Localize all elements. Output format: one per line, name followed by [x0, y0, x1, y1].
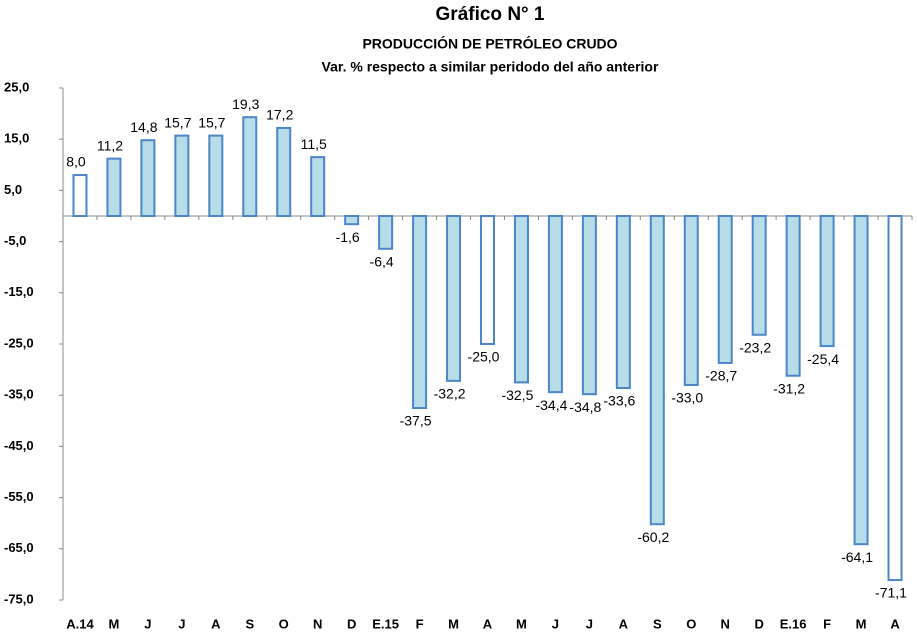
- x-tick-label: D: [347, 616, 356, 631]
- data-label: 11,5: [301, 136, 327, 152]
- x-tick-label: F: [416, 616, 424, 631]
- data-label: 19,3: [232, 96, 259, 112]
- y-tick-label: -45,0: [4, 438, 34, 453]
- data-label: 8,0: [66, 154, 86, 170]
- bar: [887, 215, 903, 582]
- y-tick-label: -75,0: [4, 591, 34, 606]
- data-label: -32,2: [434, 386, 466, 402]
- data-label: -25,4: [807, 351, 839, 367]
- y-tick-label: -15,0: [4, 284, 34, 299]
- x-tick-label: M: [448, 616, 459, 631]
- data-label: -71,1: [875, 585, 907, 601]
- x-tick-label: O: [279, 616, 289, 631]
- bar: [174, 134, 190, 217]
- bar: [140, 139, 156, 217]
- y-tick-label: -65,0: [4, 540, 34, 555]
- data-label: -37,5: [400, 413, 432, 429]
- x-tick-label: J: [552, 616, 559, 631]
- data-label: 11,2: [97, 137, 123, 153]
- bar: [446, 215, 462, 382]
- bar: [310, 156, 326, 217]
- data-label: -25,0: [468, 349, 500, 365]
- bar: [853, 215, 869, 546]
- x-tick-label: A: [619, 616, 629, 631]
- bar: [751, 215, 767, 336]
- y-tick-label: -5,0: [4, 233, 26, 248]
- bar: [649, 215, 665, 526]
- data-label: 15,7: [198, 114, 225, 130]
- y-tick-label: -35,0: [4, 387, 34, 402]
- data-label: -23,2: [739, 339, 771, 355]
- x-tick-label: A.14: [66, 616, 94, 631]
- bar: [547, 215, 563, 394]
- x-tick-label: E.16: [780, 616, 807, 631]
- bar: [412, 215, 428, 409]
- data-label: -1,6: [336, 229, 360, 245]
- bar: [581, 215, 597, 396]
- data-label: -31,2: [773, 380, 805, 396]
- x-tick-label: N: [313, 616, 322, 631]
- x-tick-label: S: [653, 616, 662, 631]
- data-label: -28,7: [705, 368, 737, 384]
- bar: [276, 126, 292, 217]
- x-tick-label: E.15: [372, 616, 399, 631]
- data-label: -32,5: [501, 387, 533, 403]
- y-tick-label: 5,0: [4, 182, 22, 197]
- chart-subtitle: PRODUCCIÓN DE PETRÓLEO CRUDO: [362, 35, 617, 52]
- data-label: -33,6: [603, 393, 635, 409]
- bar: [717, 215, 733, 364]
- y-tick-label: -55,0: [4, 489, 34, 504]
- y-tick-label: 25,0: [4, 79, 29, 94]
- x-tick-label: F: [823, 616, 831, 631]
- x-tick-label: M: [516, 616, 527, 631]
- bar: [344, 215, 360, 226]
- bar: [480, 215, 495, 345]
- data-label: 15,7: [164, 114, 191, 130]
- x-tick-label: M: [856, 616, 867, 631]
- x-tick-label: O: [686, 616, 696, 631]
- x-tick-label: J: [178, 616, 185, 631]
- bar: [819, 215, 835, 348]
- bar: [513, 215, 529, 384]
- x-tick-label: N: [721, 616, 730, 631]
- bar: [208, 134, 224, 217]
- chart-title: Gráfico N° 1: [436, 4, 545, 25]
- x-tick-label: J: [586, 616, 593, 631]
- x-tick-label: S: [245, 616, 254, 631]
- x-tick-label: D: [754, 616, 763, 631]
- y-tick-label: 15,0: [4, 131, 29, 146]
- data-label: -60,2: [637, 529, 669, 545]
- bar: [72, 174, 88, 217]
- bar: [683, 215, 699, 386]
- bar: [242, 116, 258, 217]
- data-label: -33,0: [671, 390, 703, 406]
- bar: [106, 157, 122, 218]
- x-tick-label: A: [890, 616, 900, 631]
- x-tick-label: A: [211, 616, 221, 631]
- data-label: -34,4: [535, 397, 567, 413]
- data-label: 14,8: [130, 119, 157, 135]
- bar: [785, 215, 801, 377]
- data-label: -64,1: [841, 549, 873, 565]
- x-tick-label: A: [483, 616, 493, 631]
- y-tick-label: -25,0: [4, 335, 34, 350]
- x-tick-label: J: [144, 616, 151, 631]
- data-label: -34,8: [569, 399, 601, 415]
- bar: [615, 215, 631, 390]
- data-label: -6,4: [370, 253, 394, 269]
- data-label: 17,2: [266, 107, 293, 123]
- bar: [378, 215, 394, 250]
- x-tick-label: M: [109, 616, 120, 631]
- chart-subtitle: Var. % respecto a similar peridodo del a…: [322, 59, 659, 75]
